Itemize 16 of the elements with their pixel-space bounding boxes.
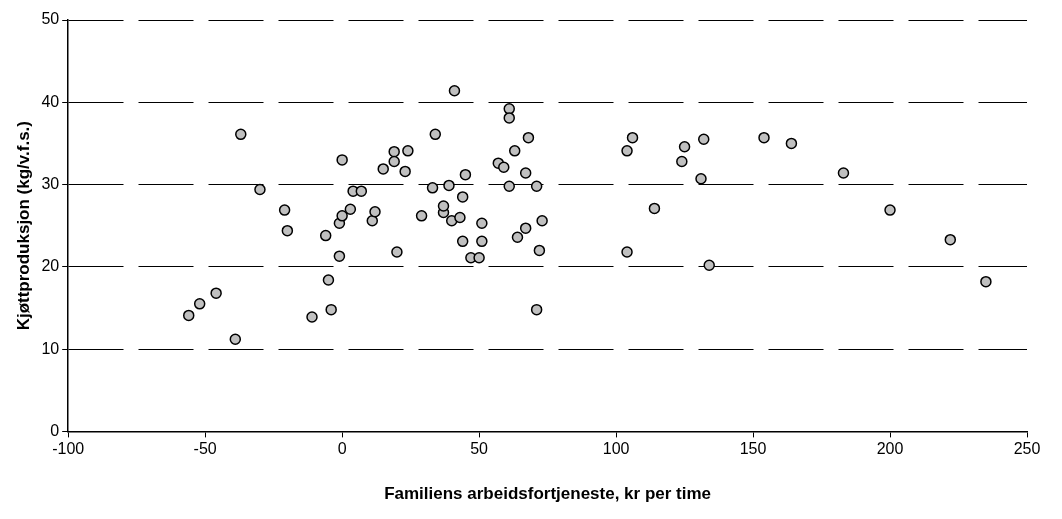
x-tick-label: 50 — [470, 440, 489, 458]
x-tick-label: 200 — [876, 440, 904, 458]
y-tick-label: 20 — [41, 257, 60, 275]
x-tick-label: 0 — [337, 440, 347, 458]
y-tick-label: 30 — [41, 174, 60, 192]
y-tick-label: 0 — [50, 421, 60, 439]
x-axis-title: Familiens arbeidsfortjeneste, kr per time — [384, 484, 712, 504]
x-tick-label: 250 — [1013, 440, 1041, 458]
x-tick-label: 150 — [739, 440, 767, 458]
x-tick-label: 100 — [602, 440, 630, 458]
y-axis-title: Kjøttproduksjon (kg/v.f.s.) — [13, 121, 33, 331]
y-tick-label: 50 — [41, 10, 60, 28]
y-tick-label: 10 — [41, 339, 60, 357]
x-tick-label: -50 — [193, 440, 217, 458]
x-tick-label: -100 — [52, 440, 85, 458]
y-tick-label: 40 — [41, 92, 60, 110]
